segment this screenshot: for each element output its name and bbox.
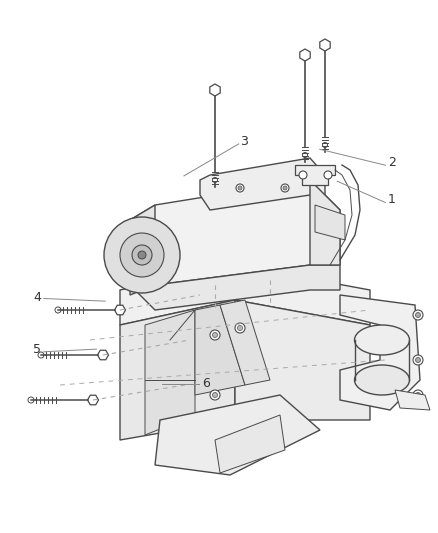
Circle shape	[212, 392, 218, 398]
Polygon shape	[295, 165, 335, 185]
Circle shape	[303, 152, 307, 157]
Polygon shape	[195, 305, 245, 395]
Circle shape	[55, 307, 61, 313]
Circle shape	[413, 355, 423, 365]
Circle shape	[281, 184, 289, 192]
Text: 4: 4	[33, 291, 41, 304]
Circle shape	[132, 245, 152, 265]
Polygon shape	[215, 415, 285, 473]
Circle shape	[238, 186, 242, 190]
Circle shape	[416, 392, 420, 398]
Ellipse shape	[354, 365, 410, 395]
Circle shape	[210, 330, 220, 340]
Polygon shape	[130, 205, 155, 295]
Circle shape	[236, 184, 244, 192]
Polygon shape	[315, 205, 345, 240]
Circle shape	[416, 358, 420, 362]
Ellipse shape	[263, 327, 367, 383]
Polygon shape	[120, 300, 235, 440]
Circle shape	[324, 171, 332, 179]
Circle shape	[413, 390, 423, 400]
Circle shape	[237, 326, 243, 330]
Text: 6: 6	[202, 377, 210, 390]
Polygon shape	[340, 295, 420, 410]
Circle shape	[283, 186, 287, 190]
Polygon shape	[310, 180, 340, 265]
Polygon shape	[130, 260, 340, 310]
Polygon shape	[235, 300, 370, 420]
Polygon shape	[145, 310, 195, 435]
Text: 5: 5	[33, 343, 41, 356]
Circle shape	[413, 310, 423, 320]
Text: 1: 1	[388, 193, 396, 206]
Ellipse shape	[354, 325, 410, 355]
Circle shape	[138, 251, 146, 259]
Circle shape	[120, 233, 164, 277]
Circle shape	[299, 171, 307, 179]
Circle shape	[28, 397, 34, 403]
Polygon shape	[120, 265, 370, 325]
Polygon shape	[200, 158, 325, 210]
Circle shape	[322, 142, 328, 148]
Polygon shape	[130, 180, 340, 285]
Polygon shape	[395, 390, 430, 410]
Text: 3: 3	[240, 135, 248, 148]
Circle shape	[210, 390, 220, 400]
Circle shape	[38, 352, 44, 358]
Circle shape	[416, 312, 420, 318]
Polygon shape	[220, 300, 270, 385]
Circle shape	[212, 333, 218, 337]
Polygon shape	[155, 395, 320, 475]
Text: 2: 2	[388, 156, 396, 169]
Circle shape	[212, 177, 218, 182]
Circle shape	[235, 323, 245, 333]
Circle shape	[104, 217, 180, 293]
